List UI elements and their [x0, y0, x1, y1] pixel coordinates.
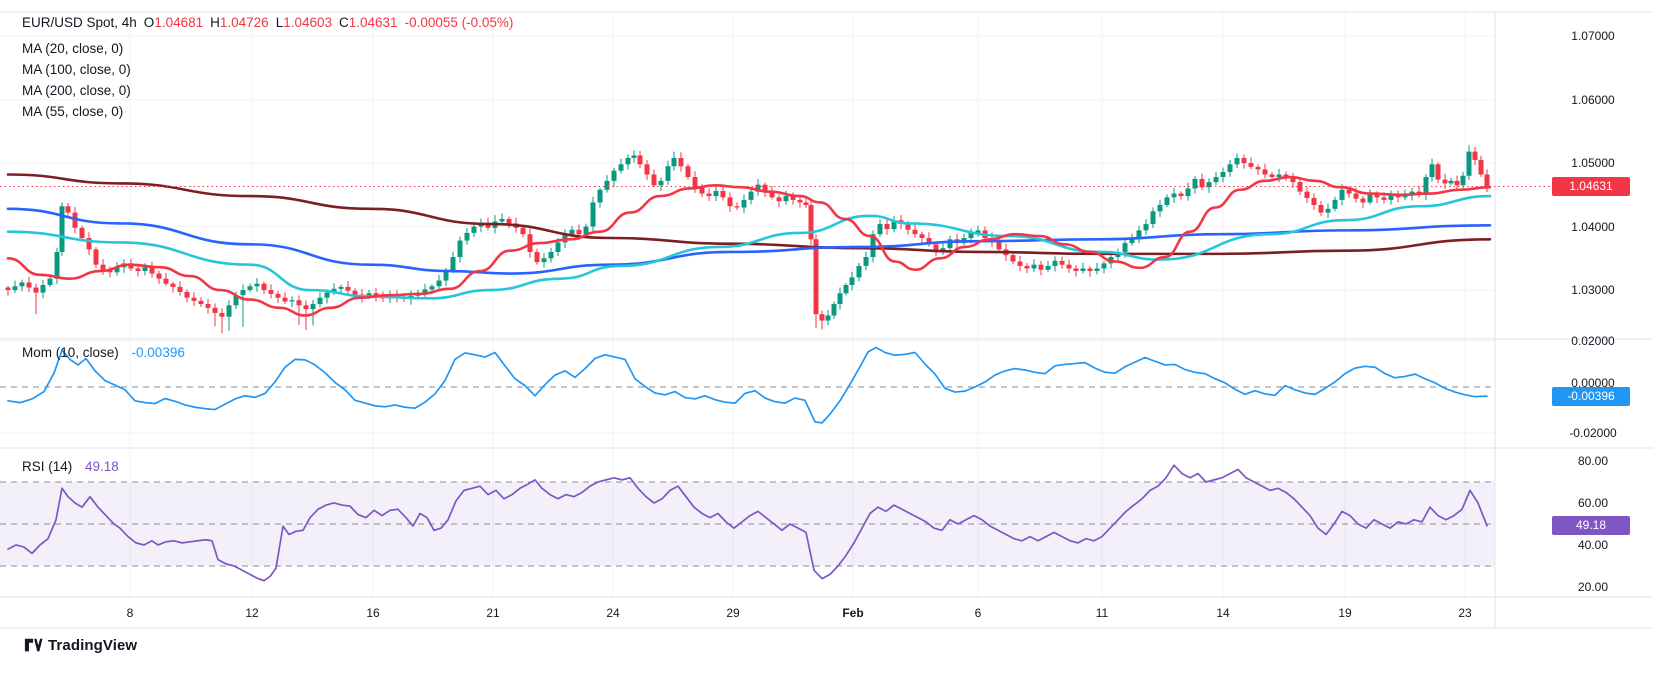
ohlc-close: C1.04631	[339, 15, 398, 30]
time-axis-label: Feb	[842, 606, 864, 620]
time-axis-label: 23	[1458, 606, 1472, 620]
current-price-badge: 1.04631	[1552, 177, 1630, 196]
change-value: -0.00055 (-0.05%)	[404, 15, 514, 30]
rsi-axis-label: 20.00	[1577, 580, 1609, 594]
tradingview-logo[interactable]: TradingView	[24, 637, 137, 654]
rsi-value: 49.18	[85, 459, 119, 474]
momentum-value: -0.00396	[131, 345, 185, 360]
time-axis-label: 8	[126, 606, 134, 620]
symbol-legend[interactable]: EUR/USD Spot, 4h O1.04681 H1.04726 L1.04603…	[22, 14, 513, 32]
ohlc-open: O1.04681	[143, 15, 204, 30]
tradingview-logo-icon	[24, 638, 43, 652]
ohlc-low: L1.04603	[275, 15, 333, 30]
rsi-axis-label: 40.00	[1577, 538, 1609, 552]
time-axis-label: 11	[1095, 606, 1109, 620]
time-axis-label: 19	[1338, 606, 1352, 620]
ohlc-high: H1.04726	[210, 15, 269, 30]
price-axis-label: 1.05000	[1571, 156, 1615, 170]
momentum-badge: -0.00396	[1552, 387, 1630, 406]
price-axis-label: 1.03000	[1571, 283, 1615, 297]
time-axis-label: 14	[1216, 606, 1230, 620]
ma-legend-200[interactable]: MA (200, close, 0)	[22, 83, 131, 98]
momentum-legend[interactable]: Mom (10, close) -0.00396	[22, 344, 185, 362]
symbol-title: EUR/USD Spot, 4h	[22, 15, 137, 30]
time-axis-label: 24	[606, 606, 620, 620]
momentum-axis-label: -0.02000	[1569, 426, 1617, 440]
momentum-axis-label: 0.02000	[1571, 334, 1615, 348]
ma-legend-20[interactable]: MA (20, close, 0)	[22, 41, 124, 56]
ma-legend-100[interactable]: MA (100, close, 0)	[22, 62, 131, 77]
rsi-title: RSI (14)	[22, 459, 73, 474]
rsi-axis-label: 80.00	[1577, 454, 1609, 468]
rsi-legend[interactable]: RSI (14) 49.18	[22, 458, 119, 476]
momentum-axis-label: 0.00000	[1571, 376, 1615, 390]
time-axis-label: 6	[974, 606, 982, 620]
time-axis-label: 16	[366, 606, 380, 620]
time-axis-label: 29	[726, 606, 740, 620]
momentum-title: Mom (10, close)	[22, 345, 119, 360]
price-axis-label: 1.07000	[1571, 29, 1615, 43]
ma-legend-55[interactable]: MA (55, close, 0)	[22, 104, 124, 119]
price-axis-label: 1.06000	[1571, 93, 1615, 107]
rsi-axis-label: 60.00	[1577, 496, 1609, 510]
rsi-badge: 49.18	[1552, 516, 1630, 535]
price-axis-label: 1.04000	[1571, 220, 1615, 234]
time-axis-label: 12	[245, 606, 259, 620]
time-axis-label: 21	[486, 606, 500, 620]
tradingview-logo-text: TradingView	[48, 637, 138, 654]
